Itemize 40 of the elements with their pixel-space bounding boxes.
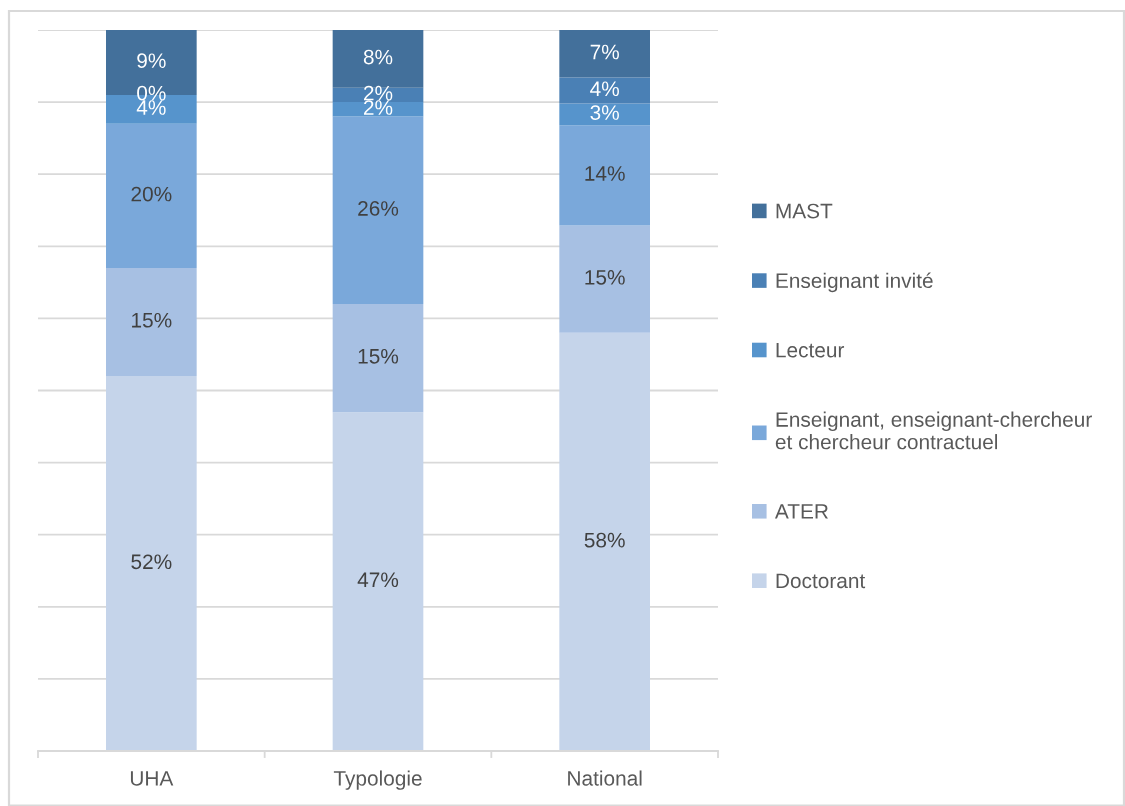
- data-label: 58%: [584, 532, 625, 548]
- data-label: 20%: [131, 186, 172, 202]
- bar: [559, 125, 650, 226]
- data-label: 15%: [585, 270, 625, 285]
- x-tick-label: National: [568, 770, 642, 786]
- legend-label: Lecteur: [776, 342, 845, 358]
- data-label: 9%: [137, 53, 166, 69]
- legend-label: Enseignant invité: [776, 272, 933, 293]
- bar: [106, 267, 197, 377]
- x-tick-label: UHA: [130, 771, 174, 786]
- bar: [106, 376, 197, 751]
- legend-label: MAST: [776, 203, 833, 219]
- data-label: 4%: [590, 81, 619, 97]
- bar: [559, 225, 650, 333]
- data-label: 3%: [590, 105, 619, 120]
- data-label: 14%: [585, 166, 625, 181]
- legend-label: Enseignant, enseignant-chercheur et chercheur contractuel: [775, 411, 1092, 450]
- bar: [332, 116, 424, 304]
- bar: [559, 103, 650, 126]
- legend-label: ATER: [774, 504, 828, 519]
- bar: [332, 102, 424, 117]
- data-label: 7%: [590, 44, 619, 60]
- bar: [332, 303, 424, 413]
- data-label: 4%: [136, 100, 166, 115]
- x-tick-label: Typologie: [333, 770, 422, 790]
- bar: [332, 412, 424, 751]
- data-label: 8%: [363, 49, 393, 65]
- data-label: 2%: [363, 85, 393, 101]
- data-label: 15%: [358, 348, 399, 364]
- data-label: 52%: [131, 554, 172, 570]
- legend-label: Doctorant: [776, 573, 866, 589]
- data-label: 15%: [132, 312, 172, 328]
- bar: [559, 332, 650, 751]
- data-label: 26%: [358, 201, 399, 216]
- data-label: 47%: [357, 572, 399, 588]
- data-label: 2%: [363, 100, 393, 115]
- bar: [106, 123, 197, 268]
- data-label: 0%: [137, 85, 166, 101]
- bar: [559, 77, 650, 104]
- bar: [559, 30, 650, 78]
